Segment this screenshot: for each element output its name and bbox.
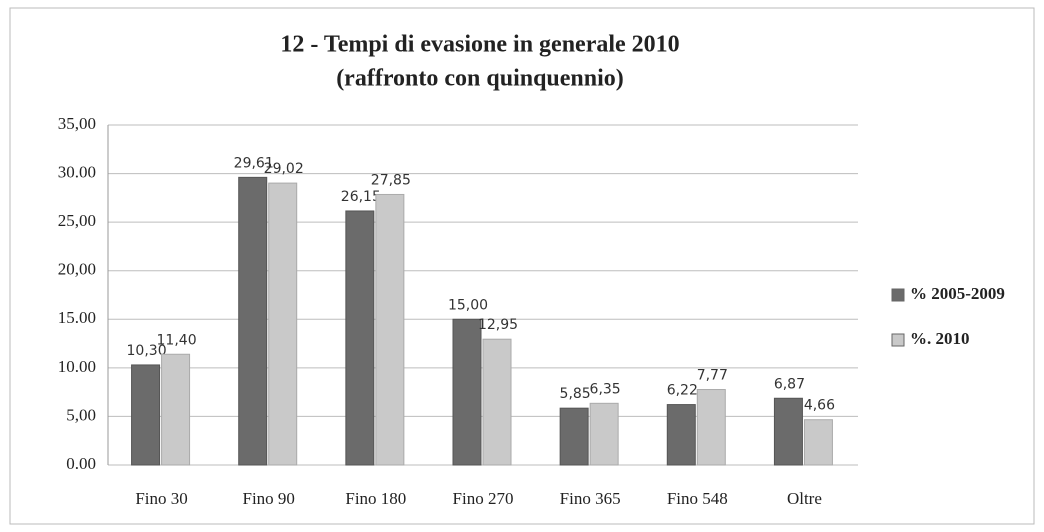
value-label: 6,87 [774,376,805,392]
y-tick-label: 0.00 [66,454,96,473]
value-label: 4,66 [804,398,835,414]
legend-label: % 2005-2009 [910,284,1005,303]
value-label: 26,15 [341,189,381,205]
y-tick-label: 10.00 [58,357,96,376]
x-tick-label: Fino 30 [135,489,187,508]
x-tick-label: Fino 180 [345,489,406,508]
value-label: 11,40 [157,332,197,348]
bar [803,419,833,466]
x-tick-label: Oltre [787,489,822,508]
bar [238,176,268,466]
x-tick-label: Fino 365 [560,489,621,508]
y-tick-label: 25,00 [58,211,96,230]
value-label: 10,30 [127,343,167,359]
bar [345,210,375,466]
y-tick-label: 15.00 [58,308,96,327]
value-label: 27,85 [371,172,411,188]
value-label: 12,95 [478,317,518,333]
bar [161,353,191,466]
bar [131,364,161,466]
bar [773,397,803,466]
legend-swatch [891,288,905,302]
value-label: 15,00 [448,297,488,313]
bar [452,318,482,466]
y-tick-label: 30.00 [58,162,96,181]
legend-swatch [891,333,905,347]
bar [375,193,405,466]
value-label: 5,85 [560,386,591,402]
value-label: 29,02 [264,161,304,177]
value-label: 7,77 [697,368,728,384]
chart-subtitle: (raffronto con quinquennio) [336,66,624,92]
x-tick-label: Fino 270 [453,489,514,508]
y-tick-label: 35,00 [58,114,96,133]
bar [268,182,298,466]
value-label: 29,61 [234,155,274,171]
bar [482,338,512,466]
x-tick-label: Fino 90 [242,489,294,508]
y-tick-label: 20,00 [58,260,96,279]
bar [666,404,696,466]
value-label: 6,22 [667,383,698,399]
value-label: 6,35 [590,381,621,397]
bar [589,402,619,466]
bar [559,407,589,466]
bar [696,389,726,466]
x-tick-label: Fino 548 [667,489,728,508]
chart-title: 12 - Tempi di evasione in generale 2010 [280,32,679,58]
y-tick-label: 5,00 [66,405,96,424]
legend-label: %. 2010 [910,329,970,348]
